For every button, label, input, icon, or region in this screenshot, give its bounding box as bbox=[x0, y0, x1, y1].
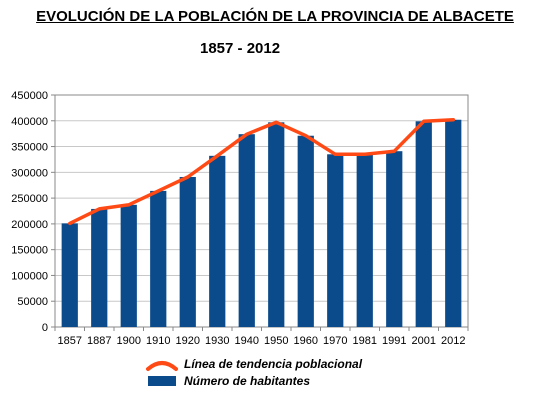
y-tick-label: 400000 bbox=[11, 116, 48, 128]
legend: Línea de tendencia poblacional Número de … bbox=[146, 357, 363, 388]
bar-1970 bbox=[327, 154, 344, 327]
legend-bar-swatch bbox=[148, 376, 176, 386]
tick-labels: 0 50000 100000 150000 200000 250000 300000 3500… bbox=[11, 90, 465, 347]
x-tick-label: 1887 bbox=[87, 335, 111, 347]
x-tick-label: 1991 bbox=[382, 335, 406, 347]
legend-bar-label: Número de habitantes bbox=[184, 374, 310, 388]
y-tick-label: 350000 bbox=[11, 142, 48, 154]
x-tick-label: 1970 bbox=[323, 335, 347, 347]
y-tick-label: 150000 bbox=[11, 245, 48, 257]
x-tick-label: 1981 bbox=[353, 335, 377, 347]
x-tick-label: 2012 bbox=[441, 335, 465, 347]
bar-1991 bbox=[386, 151, 403, 327]
bar-1981 bbox=[356, 154, 373, 327]
x-tick-label: 1940 bbox=[235, 335, 259, 347]
x-tick-label: 1857 bbox=[58, 335, 82, 347]
bars bbox=[61, 119, 462, 327]
y-tick-label: 0 bbox=[42, 322, 48, 334]
bar-1950 bbox=[268, 122, 285, 327]
bar-2012 bbox=[445, 119, 462, 327]
bar-1900 bbox=[120, 204, 137, 327]
bar-2001 bbox=[415, 121, 432, 327]
x-tick-label: 1930 bbox=[205, 335, 229, 347]
x-tick-label: 1950 bbox=[264, 335, 288, 347]
bar-1910 bbox=[150, 190, 167, 327]
trend-line-layer bbox=[68, 117, 456, 226]
x-tick-label: 1900 bbox=[117, 335, 141, 347]
x-tick-label: 1910 bbox=[146, 335, 170, 347]
y-tick-label: 100000 bbox=[11, 270, 48, 282]
legend-trend-label: Línea de tendencia poblacional bbox=[184, 357, 363, 371]
chart-title: EVOLUCIÓN DE LA POBLACIÓN DE LA PROVINCI… bbox=[36, 8, 514, 25]
y-tick-label: 50000 bbox=[17, 296, 48, 308]
chart-subtitle: 1857 - 2012 bbox=[200, 40, 281, 57]
x-tick-label: 2001 bbox=[412, 335, 436, 347]
bar-1930 bbox=[209, 155, 226, 327]
bar-1960 bbox=[297, 135, 314, 327]
legend-trend-swatch bbox=[146, 361, 178, 371]
bar-1887 bbox=[91, 208, 108, 327]
y-tick-label: 200000 bbox=[11, 219, 48, 231]
y-tick-label: 450000 bbox=[11, 90, 48, 102]
bar-1857 bbox=[61, 223, 78, 327]
y-tick-label: 250000 bbox=[11, 193, 48, 205]
x-tick-label: 1960 bbox=[294, 335, 318, 347]
bar-1940 bbox=[238, 134, 255, 327]
bar-1920 bbox=[179, 176, 196, 327]
axes bbox=[51, 94, 469, 331]
y-tick-label: 300000 bbox=[11, 167, 48, 179]
trend-line bbox=[68, 117, 456, 226]
x-tick-label: 1920 bbox=[176, 335, 200, 347]
